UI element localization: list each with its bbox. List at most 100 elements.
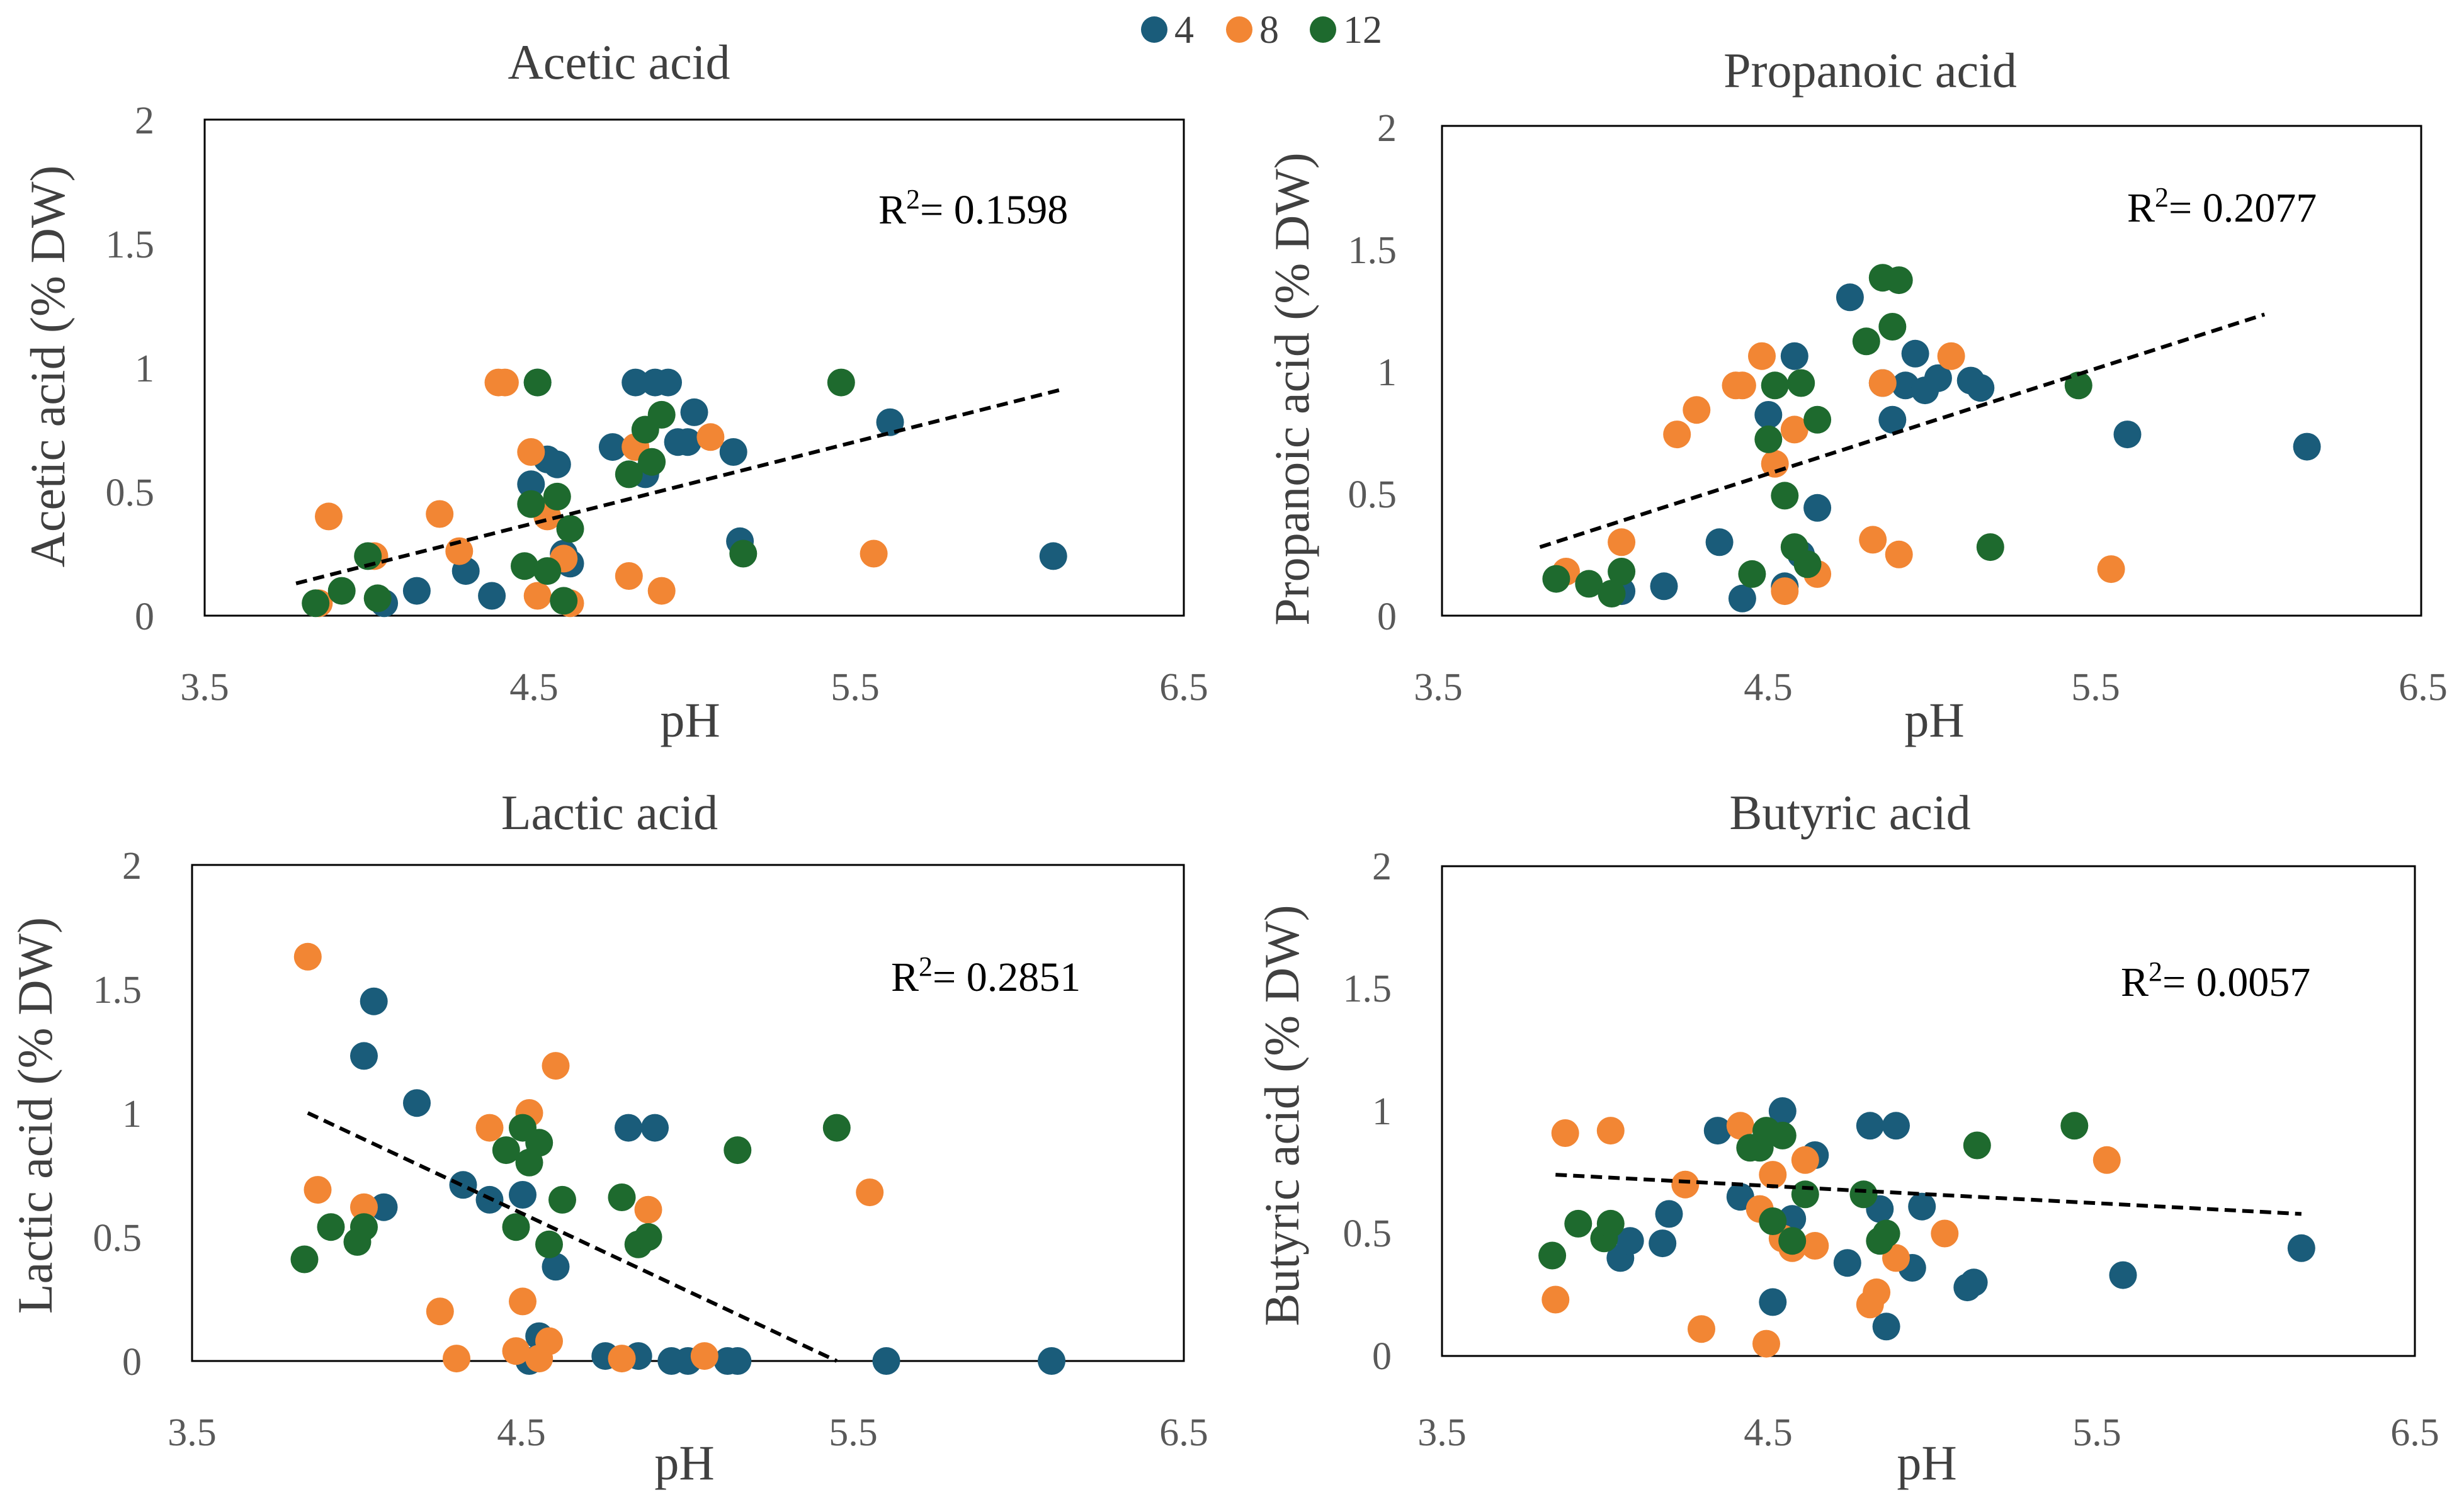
point-series-12 (1803, 405, 1832, 434)
trendline (1539, 312, 2266, 549)
point-series-4 (1882, 1112, 1910, 1140)
point-series-12 (1754, 425, 1783, 453)
point-series-12 (1596, 1209, 1625, 1238)
point-series-4 (360, 987, 388, 1015)
x-tick-label: 3.5 (167, 1411, 217, 1454)
x-tick-label: 3.5 (1414, 666, 1463, 709)
x-tick-label: 4.5 (509, 666, 559, 709)
point-series-8 (1937, 342, 1965, 370)
point-series-8 (1688, 1315, 1715, 1343)
r-squared-label: R2= 0.1598 (878, 184, 1068, 233)
data-points (290, 942, 1065, 1375)
point-series-4 (1836, 283, 1864, 312)
point-series-4 (622, 368, 650, 397)
point-series-4 (350, 1042, 378, 1070)
point-series-8 (502, 1337, 530, 1365)
panel-butyric-acid: Butyric acid Butyric acid (% DW) pH 0 0.… (1254, 785, 2439, 1490)
r-squared-superscript: 2 (906, 184, 920, 215)
y-tick-label: 1 (1372, 1090, 1392, 1133)
point-series-8 (1608, 528, 1636, 556)
point-series-8 (1596, 1117, 1625, 1145)
point-series-4 (1856, 1112, 1884, 1140)
point-series-8 (647, 577, 676, 605)
point-series-8 (690, 1342, 718, 1370)
point-series-8 (608, 1345, 636, 1373)
point-series-12 (1564, 1209, 1593, 1238)
point-series-4 (1728, 584, 1756, 613)
plot-area (1441, 125, 2422, 617)
trendline (295, 388, 1060, 585)
point-series-8 (1931, 1219, 1959, 1248)
point-series-12 (511, 552, 538, 580)
r-squared-value: = 0.0057 (2162, 959, 2310, 1005)
point-series-12 (634, 1223, 662, 1251)
legend: 4 8 12 (1141, 9, 1382, 52)
y-axis-title: Propanoic acid (% DW) (1264, 152, 1319, 626)
point-series-4 (1833, 1249, 1861, 1277)
point-series-8 (304, 1176, 332, 1204)
point-series-12 (535, 1230, 563, 1258)
point-series-12 (1759, 1207, 1787, 1235)
trendline (1555, 1173, 2302, 1216)
y-tick-labels: 0 0.5 1 1.5 2 (93, 845, 142, 1384)
point-series-12 (1976, 533, 2004, 562)
point-series-12 (1872, 1219, 1900, 1248)
x-tick-labels: 3.5 4.5 5.5 6.5 (1417, 1411, 2439, 1454)
y-axis-title: Acetic acid (% DW) (20, 166, 75, 568)
point-series-12 (317, 1213, 345, 1241)
x-tick-label: 4.5 (1744, 666, 1793, 709)
point-series-12 (492, 1136, 520, 1165)
trendline (307, 1111, 838, 1363)
point-series-12 (1963, 1131, 1991, 1160)
point-series-12 (1878, 313, 1907, 341)
chart-title: Butyric acid (1729, 785, 1970, 840)
point-series-4 (1924, 364, 1952, 392)
point-series-4 (1754, 401, 1783, 429)
x-tick-label: 5.5 (2072, 1411, 2121, 1454)
point-series-12 (1778, 1227, 1807, 1255)
point-series-4 (1655, 1200, 1683, 1228)
point-series-12 (615, 460, 643, 488)
point-series-8 (517, 438, 545, 466)
point-series-12 (523, 368, 552, 397)
point-series-12 (1849, 1180, 1878, 1209)
y-tick-label: 2 (135, 99, 154, 142)
x-tick-label: 6.5 (1159, 1411, 1208, 1454)
legend-marker-4 (1141, 16, 1167, 43)
point-series-8 (350, 1193, 378, 1221)
x-tick-label: 5.5 (831, 666, 880, 709)
point-series-12 (827, 368, 855, 397)
x-tick-labels: 3.5 4.5 5.5 6.5 (167, 1411, 1208, 1454)
point-series-8 (856, 1178, 884, 1207)
y-tick-label: 1 (122, 1093, 142, 1136)
point-series-12 (1761, 371, 1789, 400)
point-series-8 (1748, 342, 1776, 370)
point-series-12 (638, 448, 666, 476)
point-series-8 (1780, 415, 1808, 444)
point-series-4 (1960, 1268, 1988, 1297)
plot-area (191, 864, 1185, 1362)
point-series-8 (1683, 396, 1711, 424)
point-series-4 (1878, 405, 1907, 434)
y-tick-label: 0.5 (93, 1217, 142, 1260)
point-series-8 (2092, 1146, 2121, 1174)
point-series-12 (822, 1114, 851, 1142)
point-series-4 (449, 1171, 477, 1199)
y-tick-label: 0 (1372, 1335, 1392, 1378)
chart-title: Lactic acid (501, 785, 718, 840)
point-series-8 (509, 1287, 537, 1316)
x-tick-label: 4.5 (497, 1411, 546, 1454)
point-series-8 (523, 582, 552, 610)
y-tick-label: 0.5 (1343, 1212, 1392, 1255)
chart-title: Acetic acid (508, 35, 730, 89)
y-axis-title: Butyric acid (% DW) (1254, 905, 1309, 1326)
x-tick-labels: 3.5 4.5 5.5 6.5 (180, 666, 1208, 709)
point-series-4 (542, 1253, 570, 1281)
point-series-12 (550, 587, 578, 615)
point-series-12 (1793, 550, 1822, 579)
point-series-12 (517, 490, 545, 518)
point-series-4 (1908, 1192, 1936, 1221)
point-series-12 (1608, 558, 1636, 585)
point-series-8 (535, 1327, 563, 1355)
point-series-12 (647, 400, 676, 429)
